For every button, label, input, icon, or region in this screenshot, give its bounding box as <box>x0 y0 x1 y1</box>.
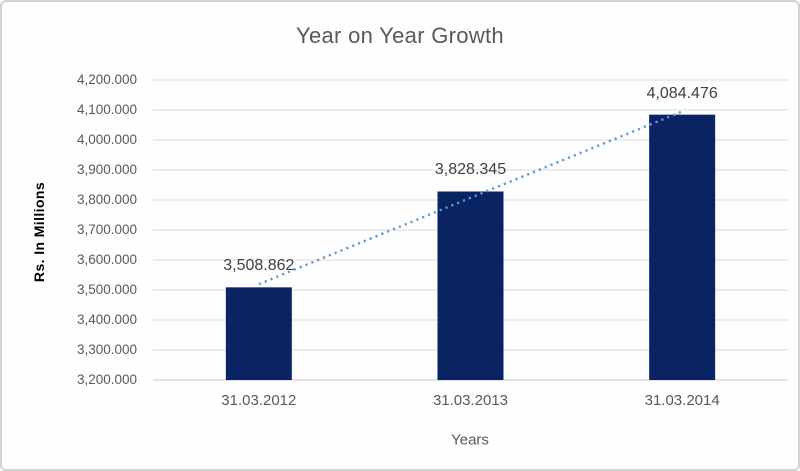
x-tick-label: 31.03.2014 <box>644 392 720 409</box>
y-tick-label: 3,600.000 <box>76 252 137 267</box>
bar-data-label: 3,508.862 <box>223 257 295 275</box>
y-tick-label: 3,200.000 <box>76 372 137 387</box>
y-tick-label: 4,000.000 <box>76 132 137 147</box>
y-tick-label: 4,200.000 <box>76 72 137 87</box>
y-tick-label: 3,700.000 <box>76 222 137 237</box>
y-tick-label: 3,900.000 <box>76 162 137 177</box>
bar <box>649 114 716 381</box>
bar <box>437 191 504 380</box>
bar-data-label: 4,084.476 <box>646 84 718 102</box>
y-tick-label: 3,400.000 <box>76 312 137 327</box>
chart-title: Year on Year Growth <box>296 23 504 48</box>
bar <box>225 287 292 380</box>
x-tick-label: 31.03.2012 <box>221 392 297 409</box>
y-tick-label: 3,800.000 <box>76 192 137 207</box>
trendline <box>258 110 683 286</box>
y-tick-label: 4,100.000 <box>76 102 137 117</box>
x-tick-label: 31.03.2013 <box>432 392 509 409</box>
x-axis-title: Years <box>451 431 489 449</box>
y-tick-label: 3,500.000 <box>76 282 137 297</box>
y-tick-label: 3,300.000 <box>76 342 137 357</box>
bar-data-label: 3,828.345 <box>434 161 507 179</box>
